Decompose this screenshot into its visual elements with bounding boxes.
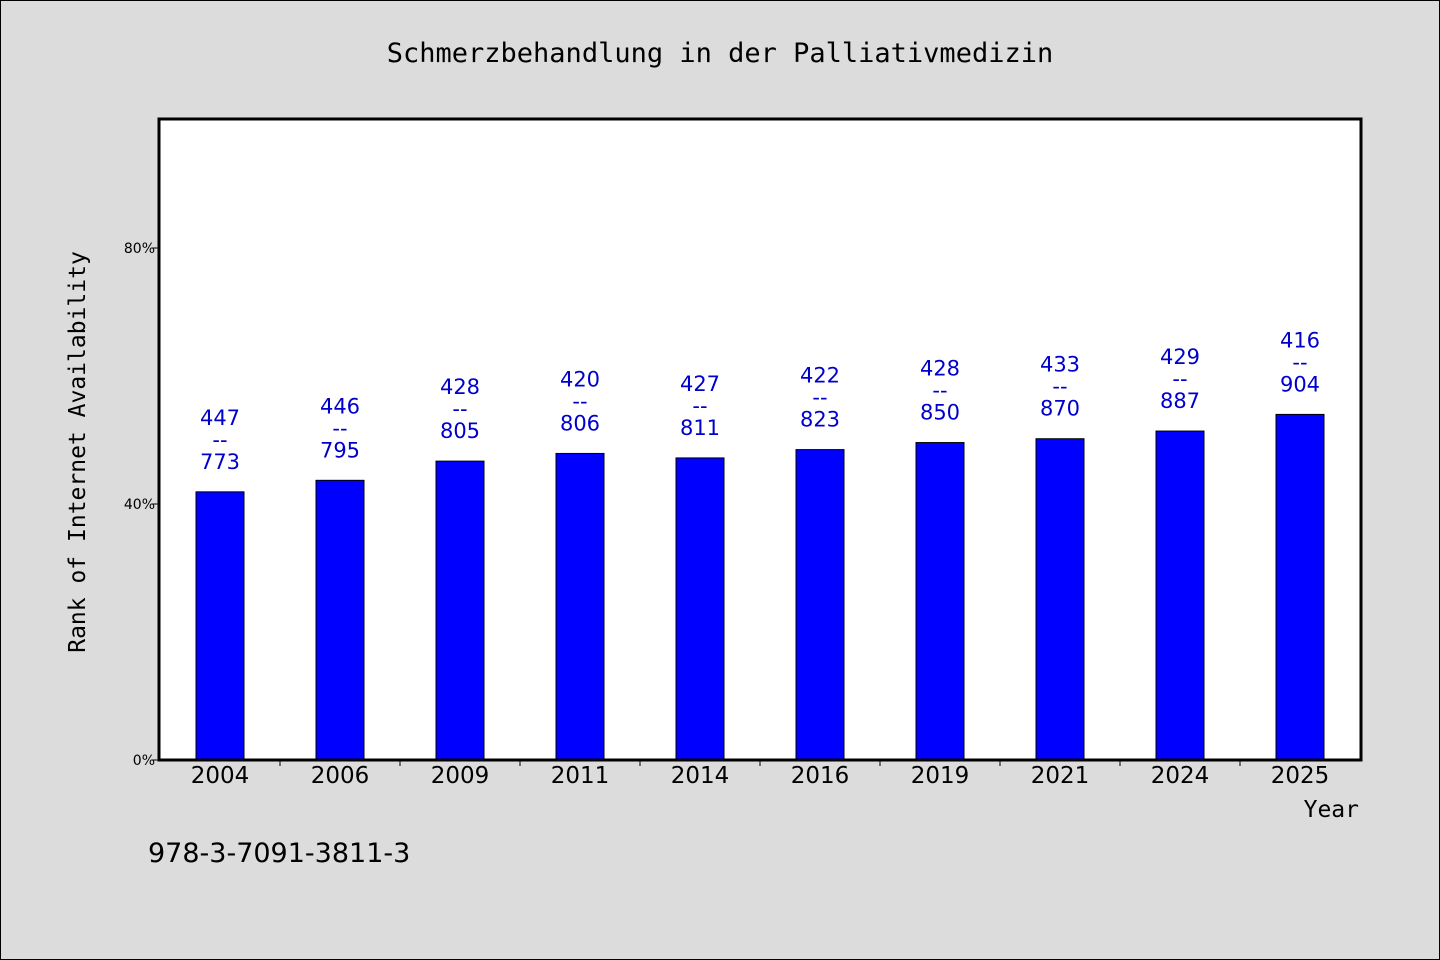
data-label-2004-1: -- <box>212 428 227 452</box>
data-label-2004-0: 447 <box>200 406 240 430</box>
y-tick-label-40: 40% <box>124 497 155 513</box>
y-tick-label-0: 0% <box>133 753 155 769</box>
x-tick-label-2025: 2025 <box>1271 763 1330 789</box>
x-tick-label-2019: 2019 <box>911 763 970 789</box>
data-label-2016-2: 823 <box>800 408 840 432</box>
bar-2025 <box>1275 413 1325 761</box>
chart-title: Schmerzbehandlung in der Palliativmedizi… <box>387 38 1053 69</box>
data-label-2011-0: 420 <box>560 367 600 391</box>
data-label-2025-1: -- <box>1292 350 1307 374</box>
y-tick-label-80: 80% <box>124 241 155 257</box>
bar-2011 <box>555 452 605 761</box>
data-label-2011-1: -- <box>572 389 587 413</box>
x-axis: 2004 2006 2009 2011 2014 2016 2019 2021 2024 2025 <box>191 760 1330 789</box>
data-label-2019-0: 428 <box>920 357 960 381</box>
data-label-2019-1: -- <box>932 379 947 403</box>
y-axis-label: Rank of Internet Availability <box>65 251 91 653</box>
data-label-2024-0: 429 <box>1160 345 1200 369</box>
data-label-2004-2: 773 <box>200 450 240 474</box>
data-label-2021-1: -- <box>1052 375 1067 399</box>
bar-2021 <box>1035 438 1085 761</box>
x-tick-label-2024: 2024 <box>1151 763 1210 789</box>
data-label-2014-2: 811 <box>680 416 720 440</box>
plot-border <box>157 117 1363 762</box>
x-tick-label-2006: 2006 <box>311 763 370 789</box>
x-tick-label-2011: 2011 <box>551 763 610 789</box>
bar-2019 <box>915 442 965 761</box>
x-tick-label-2004: 2004 <box>191 763 250 789</box>
data-label-2009-1: -- <box>452 397 467 421</box>
bar-2016 <box>795 449 845 761</box>
data-label-2011-2: 806 <box>560 411 600 435</box>
data-label-2024-2: 887 <box>1160 389 1200 413</box>
data-label-2006-1: -- <box>332 416 347 440</box>
data-label-2006-2: 795 <box>320 438 360 462</box>
data-label-2021-2: 870 <box>1040 397 1080 421</box>
bar-2014 <box>675 457 725 761</box>
x-tick-label-2021: 2021 <box>1031 763 1090 789</box>
data-label-2021-0: 433 <box>1040 353 1080 377</box>
data-label-2025-2: 904 <box>1280 372 1320 396</box>
data-label-2025-0: 416 <box>1280 328 1320 352</box>
y-axis: 0% 40% 80% <box>124 241 160 769</box>
data-label-2009-0: 428 <box>440 375 480 399</box>
data-label-2014-0: 427 <box>680 372 720 396</box>
x-tick-label-2009: 2009 <box>431 763 490 789</box>
bars-layer <box>195 413 1325 761</box>
data-label-2016-1: -- <box>812 386 827 410</box>
data-label-2006-0: 446 <box>320 394 360 418</box>
data-labels-layer: 447--773446--795428--805420--806427--811… <box>200 328 1320 473</box>
isbn-footer: 978-3-7091-3811-3 <box>148 838 410 869</box>
x-tick-label-2014: 2014 <box>671 763 730 789</box>
bar-2024 <box>1155 430 1205 761</box>
bar-2004 <box>195 491 245 761</box>
x-axis-label: Year <box>1304 797 1359 823</box>
x-tick-label-2016: 2016 <box>791 763 850 789</box>
data-label-2024-1: -- <box>1172 367 1187 391</box>
data-label-2016-0: 422 <box>800 364 840 388</box>
data-label-2019-2: 850 <box>920 401 960 425</box>
data-label-2014-1: -- <box>692 394 707 418</box>
data-label-2009-2: 805 <box>440 419 480 443</box>
bar-2009 <box>435 460 485 761</box>
bar-2006 <box>315 479 365 761</box>
